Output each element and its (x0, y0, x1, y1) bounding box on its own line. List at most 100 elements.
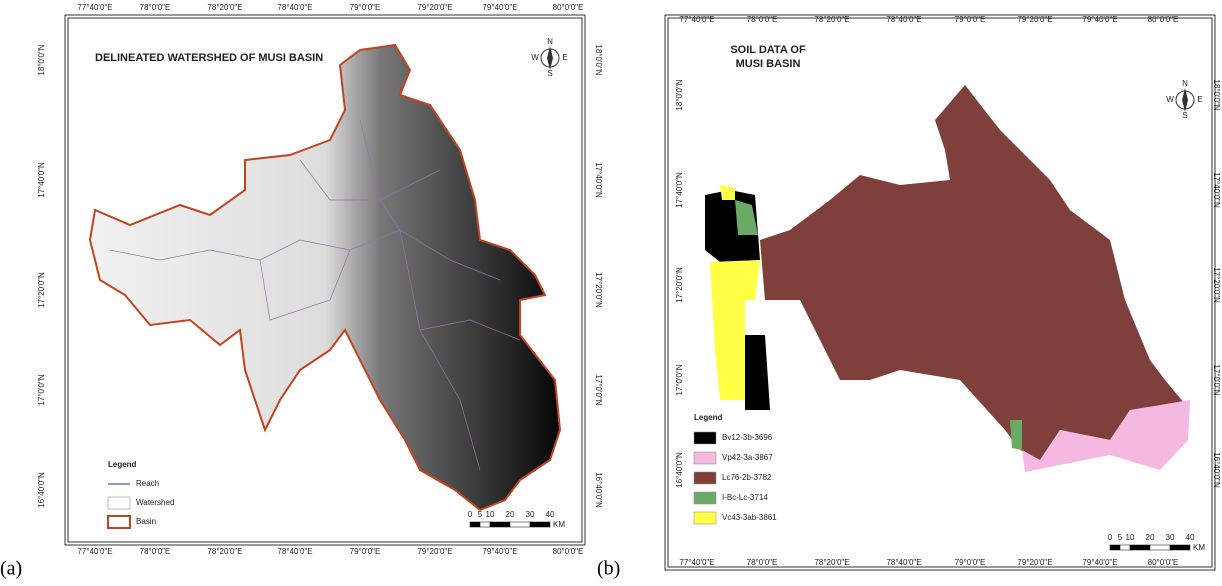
legend-label: Vc43-3ab-3861 (722, 513, 777, 522)
latitude-label: 17°40'0"N (675, 172, 684, 208)
compass-letter: E (562, 53, 567, 62)
legend-label: Bv12-3b-3696 (722, 433, 773, 442)
scale-segment (1119, 544, 1131, 551)
scale-label: 0 (468, 510, 473, 519)
scale-label: 10 (1126, 533, 1135, 542)
latitude-label: 18°0'0"N (1212, 79, 1221, 110)
longitude-label: 80°0'0"E (553, 3, 584, 12)
reach (299, 159, 441, 201)
longitude-label: 78°0'0"E (140, 547, 171, 556)
longitude-label: 78°0'0"E (747, 15, 778, 24)
latitude-label: 18°0'0"N (675, 79, 684, 110)
map-frame-inner (667, 17, 1213, 568)
reach (419, 319, 521, 341)
legend-title: Legend (694, 413, 723, 422)
latitude-label: 17°40'0"N (594, 162, 603, 198)
longitude-label: 79°0'0"E (955, 558, 986, 567)
longitude-label: 77°40'0"E (77, 3, 112, 12)
longitude-label: 79°40'0"E (1082, 15, 1117, 24)
scale-segment (479, 521, 491, 528)
map-title: MUSI BASIN (736, 58, 801, 70)
legend-swatch (693, 511, 717, 525)
legend-label: I-Bc-Lc-3714 (722, 493, 768, 502)
legend-swatch (107, 496, 131, 510)
scale-label: 40 (1186, 533, 1195, 542)
scale-segment (489, 521, 511, 528)
reach (109, 229, 501, 281)
scale-segment (1129, 544, 1151, 551)
latitude-label: 17°40'0"N (37, 162, 46, 198)
longitude-label: 79°20'0"E (417, 3, 452, 12)
legend-swatch (693, 451, 717, 465)
panel-label: (a) (0, 558, 22, 580)
scale-segment (529, 521, 551, 528)
compass-letter: S (1182, 111, 1187, 120)
scale-segment (1109, 544, 1121, 551)
longitude-label: 80°0'0"E (1148, 558, 1179, 567)
longitude-label: 80°0'0"E (553, 547, 584, 556)
longitude-label: 78°0'0"E (747, 558, 778, 567)
legend-swatch (693, 491, 717, 505)
map-frame-inner (67, 17, 583, 543)
soil-bv12 (745, 335, 770, 410)
longitude-label: 78°40'0"E (277, 547, 312, 556)
longitude-label: 78°20'0"E (207, 3, 242, 12)
legend-label: Vp42-3a-3867 (722, 453, 773, 462)
legend-label: Lc76-2b-3782 (722, 473, 772, 482)
scale-segment (509, 521, 531, 528)
latitude-label: 17°0'0"N (594, 374, 603, 405)
scale-segment (1169, 544, 1191, 551)
compass-letter: S (547, 69, 552, 78)
latitude-label: 17°0'0"N (1212, 364, 1221, 395)
latitude-label: 16°40'0"N (675, 452, 684, 488)
longitude-label: 79°20'0"E (1017, 558, 1052, 567)
latitude-label: 16°40'0"N (594, 472, 603, 508)
soil-lc76 (760, 85, 1190, 460)
soil-vc43 (720, 185, 735, 200)
panels: (a) 77°40'0"E 77°40'0"E 78°0'0"E 78°0'0"E 78°… (0, 3, 1221, 579)
latitude-label: 16°40'0"N (1212, 452, 1221, 488)
longitude-label: 79°0'0"E (955, 15, 986, 24)
reaches (109, 119, 521, 471)
map-title: DELINEATED WATERSHED OF MUSI BASIN (95, 52, 323, 64)
legend-swatch (693, 471, 717, 485)
scale-label: 0 (1108, 533, 1113, 542)
map-title: SOIL DATA OF (730, 44, 806, 56)
legend-swatch (693, 431, 717, 445)
latitude-label: 17°20'0"N (1212, 267, 1221, 303)
legend-swatch (107, 515, 131, 529)
basin (88, 43, 562, 512)
longitude-label: 79°20'0"E (417, 547, 452, 556)
compass-letter: E (1197, 95, 1202, 104)
scale-unit: KM (1193, 543, 1205, 552)
latitude-label: 17°40'0"N (1212, 172, 1221, 208)
latitude-label: 17°0'0"N (675, 364, 684, 395)
map-frame (664, 14, 1216, 571)
scale-label: 40 (546, 510, 555, 519)
scale-label: 20 (1146, 533, 1155, 542)
scale-label: 30 (1166, 533, 1175, 542)
scale-label: 5 (1118, 533, 1123, 542)
longitude-label: 79°0'0"E (350, 547, 381, 556)
legend-label: Basin (136, 517, 156, 526)
longitude-label: 79°40'0"E (1082, 558, 1117, 567)
latitude-label: 17°20'0"N (675, 267, 684, 303)
longitude-label: 78°0'0"E (140, 3, 171, 12)
map-frame (64, 14, 586, 546)
scale-unit: KM (553, 520, 565, 529)
longitude-label: 77°40'0"E (679, 15, 714, 24)
soil-i-bc-lc (735, 200, 758, 235)
longitude-label: 80°0'0"E (1148, 15, 1179, 24)
longitude-label: 78°20'0"E (207, 547, 242, 556)
legend-label: Watershed (136, 498, 174, 507)
longitude-label: 79°0'0"E (350, 3, 381, 12)
compass-needle (1182, 88, 1188, 112)
scale-label: 5 (478, 510, 483, 519)
longitude-label: 79°40'0"E (482, 547, 517, 556)
compass-letter: W (531, 53, 539, 62)
legend-title: Legend (108, 460, 137, 469)
longitude-label: 78°20'0"E (814, 15, 849, 24)
soil-vc43 (710, 260, 760, 400)
latitude-label: 16°40'0"N (37, 472, 46, 508)
